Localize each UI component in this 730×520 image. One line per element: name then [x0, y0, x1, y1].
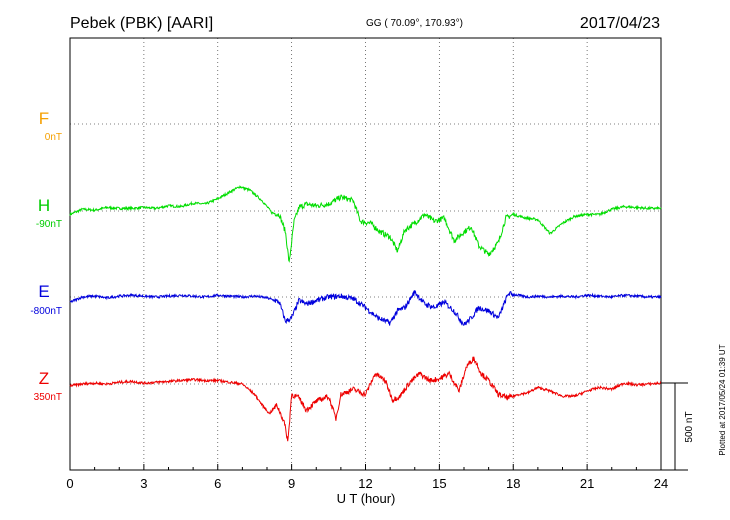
x-tick-label: 9	[288, 476, 295, 491]
station-title: Pebek (PBK) [AARI]	[70, 15, 213, 32]
offset-E: -800nT	[30, 306, 62, 317]
grid-lines	[70, 38, 661, 470]
x-tick-label: 15	[432, 476, 446, 491]
channel-labels: F 0nT H -90nT E -800nT Z 350nT	[30, 109, 62, 403]
x-axis: 0 3 6 9 12 15 18 21 24	[66, 464, 668, 491]
plotted-timestamp: Plotted at 2017/05/24 01:39 UT	[718, 344, 727, 455]
x-tick-label: 24	[654, 476, 668, 491]
x-tick-label: 12	[358, 476, 372, 491]
label-H: H	[38, 196, 50, 215]
x-tick-label: 21	[580, 476, 594, 491]
trace-E	[69, 290, 662, 326]
trace-H	[69, 185, 662, 263]
x-tick-label: 18	[506, 476, 520, 491]
x-tick-label: 6	[214, 476, 221, 491]
offset-Z: 350nT	[34, 392, 62, 403]
x-tick-label: 0	[66, 476, 73, 491]
station-coords: GG ( 70.09°, 170.93°)	[366, 18, 463, 29]
x-axis-label: U T (hour)	[337, 491, 396, 506]
offset-F: 0nT	[45, 132, 62, 143]
scale-bar-label: 500 nT	[684, 411, 695, 442]
trace-Z	[69, 356, 662, 442]
offset-H: -90nT	[36, 219, 62, 230]
x-tick-label: 3	[140, 476, 147, 491]
date-title: 2017/04/23	[580, 15, 660, 32]
label-E: E	[38, 282, 49, 301]
label-F: F	[39, 109, 49, 128]
label-Z: Z	[39, 369, 49, 388]
scale-bar: 500 nT	[661, 382, 695, 471]
traces	[69, 185, 662, 442]
